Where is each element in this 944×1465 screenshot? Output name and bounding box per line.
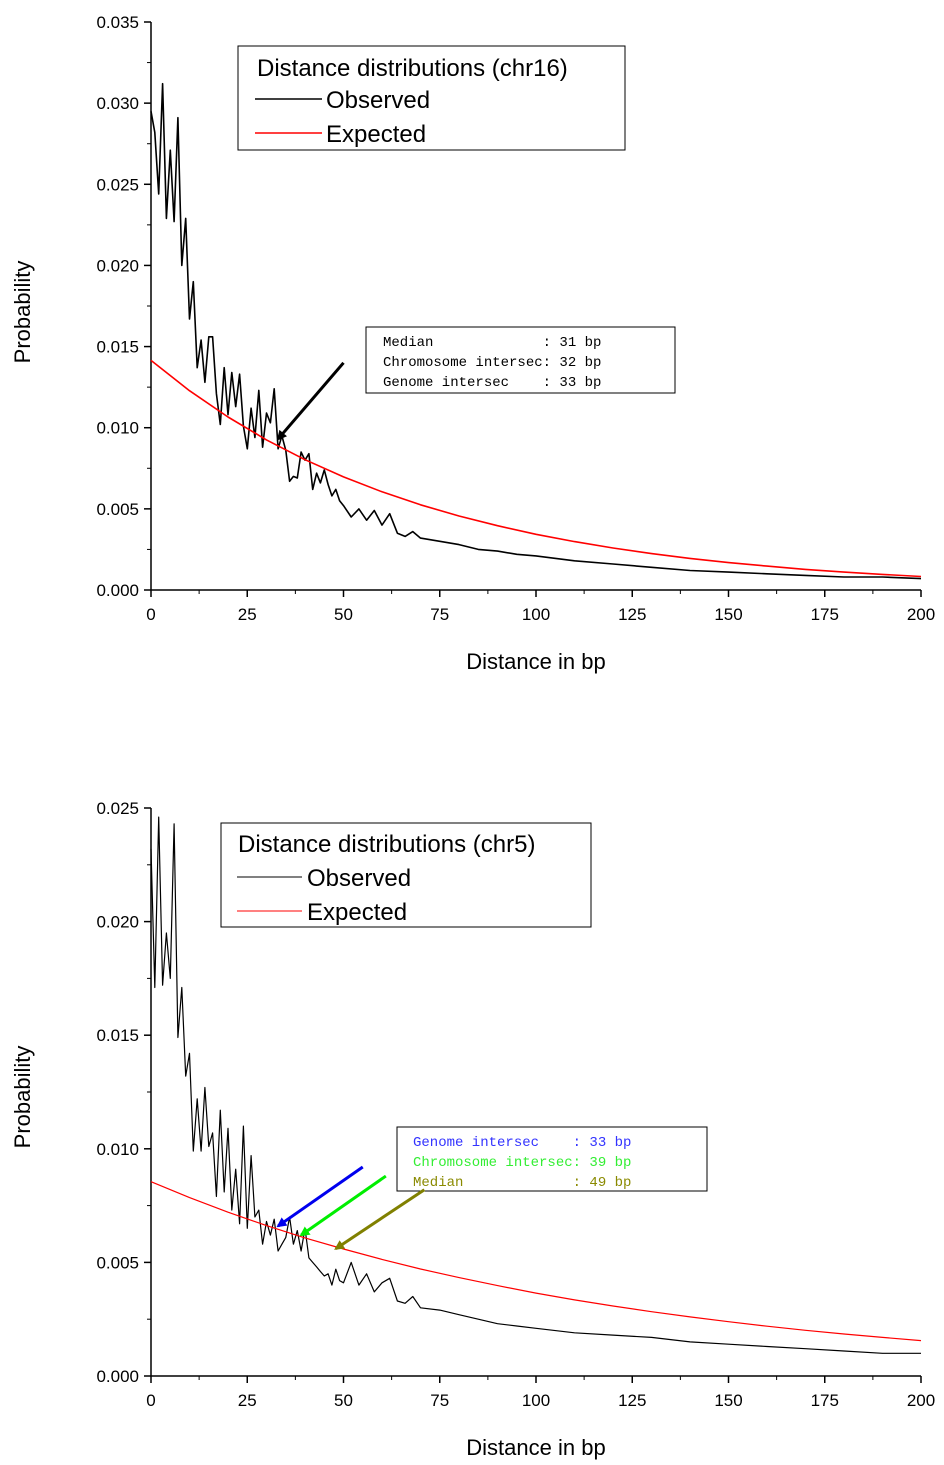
y-tick-label: 0.015 <box>96 338 139 357</box>
x-tick-label: 25 <box>238 1391 257 1410</box>
series-line-expected <box>150 359 922 578</box>
annotation-arrow <box>276 361 345 441</box>
legend: Distance distributions (chr16) Observed … <box>237 45 626 151</box>
y-ticks: 0.000 0.005 0.010 0.015 0.020 0.025 0.030 0.035 <box>96 13 151 600</box>
annotation-arrows <box>276 1165 426 1251</box>
y-tick-label: 0.000 <box>96 581 139 600</box>
x-tick-label: 100 <box>522 605 550 624</box>
annotation-line-genome: Genome intersec : 33 bp <box>413 1135 631 1151</box>
annotation-line-genome: Genome intersec : 33 bp <box>383 375 601 391</box>
annotation-frame <box>365 326 676 394</box>
annotation-arrow <box>334 1188 426 1251</box>
legend: Distance distributions (chr5) Observed E… <box>220 822 592 928</box>
annotation-frame <box>396 1126 708 1192</box>
x-ticks: 0 25 50 75 100 125 150 175 200 <box>146 590 935 624</box>
x-tick-label: 25 <box>238 605 257 624</box>
y-tick-label: 0.015 <box>96 1026 139 1045</box>
series-line-observed <box>150 816 921 1354</box>
x-tick-label: 75 <box>430 1391 449 1410</box>
x-tick-label: 75 <box>430 605 449 624</box>
x-ticks: 0 25 50 75 100 125 150 175 200 <box>146 1376 935 1410</box>
y-axis-title: Probability <box>10 1046 35 1149</box>
annotation-arrows <box>276 361 345 441</box>
x-axis-title: Distance in bp <box>466 649 605 674</box>
x-tick-label: 150 <box>714 605 742 624</box>
annotation-line-median: Median : 49 bp <box>413 1175 631 1191</box>
chart-chr5: 0 25 50 75 100 125 150 175 200 0.0000.0050.0100.… <box>10 799 935 1460</box>
x-tick-label: 175 <box>811 1391 839 1410</box>
x-tick-label: 175 <box>811 605 839 624</box>
annotation-box: Genome intersec : 33 bp Chromosome inter… <box>396 1126 708 1192</box>
legend-box <box>220 822 592 928</box>
x-tick-label: 0 <box>146 1391 155 1410</box>
x-tick-label: 50 <box>334 605 353 624</box>
x-tick-label: 150 <box>714 1391 742 1410</box>
series-line-observed <box>150 82 922 580</box>
legend-title: Distance distributions (chr16) <box>257 55 568 82</box>
y-tick-label: 0.025 <box>96 799 139 818</box>
series-group <box>150 816 922 1354</box>
series-group <box>150 82 922 580</box>
legend-label-expected: Expected <box>326 121 426 148</box>
x-tick-label: 50 <box>334 1391 353 1410</box>
y-tick-label: 0.005 <box>96 500 139 519</box>
legend-title: Distance distributions (chr5) <box>238 831 535 858</box>
annotation-line-chromosome: Chromosome intersec: 32 bp <box>383 355 601 371</box>
x-tick-label: 125 <box>618 1391 646 1410</box>
chart-chr16: 0 25 50 75 100 125 150 175 200 0.0000.0050.0100.… <box>10 13 935 674</box>
y-tick-label: 0.010 <box>96 1140 139 1159</box>
x-tick-label: 100 <box>522 1391 550 1410</box>
y-ticks: 0.000 0.005 0.010 0.015 0.020 0.025 <box>96 799 151 1386</box>
annotation-line-median: Median : 31 bp <box>383 335 601 351</box>
series-line-expected <box>150 1181 922 1342</box>
y-tick-label: 0.020 <box>96 256 139 275</box>
x-tick-label: 0 <box>146 605 155 624</box>
y-tick-label: 0.030 <box>96 94 139 113</box>
y-tick-label: 0.005 <box>96 1253 139 1272</box>
y-tick-label: 0.035 <box>96 13 139 32</box>
legend-label-observed: Observed <box>307 865 411 892</box>
legend-label-observed: Observed <box>326 87 430 114</box>
x-tick-label: 125 <box>618 605 646 624</box>
annotation-box: Median : 31 bp Chromosome intersec: 32 b… <box>365 326 676 394</box>
y-tick-label: 0.025 <box>96 175 139 194</box>
annotation-line-chromosome: Chromosome intersec: 39 bp <box>413 1155 631 1171</box>
y-tick-label: 0.020 <box>96 913 139 932</box>
x-tick-label: 200 <box>907 1391 935 1410</box>
annotation-arrow <box>276 1165 364 1228</box>
y-axis-title: Probability <box>10 261 35 364</box>
x-tick-label: 200 <box>907 605 935 624</box>
x-axis-title: Distance in bp <box>466 1435 605 1460</box>
y-tick-label: 0.000 <box>96 1367 139 1386</box>
legend-label-expected: Expected <box>307 899 407 926</box>
y-tick-label: 0.010 <box>96 419 139 438</box>
annotation-arrow <box>299 1174 387 1237</box>
